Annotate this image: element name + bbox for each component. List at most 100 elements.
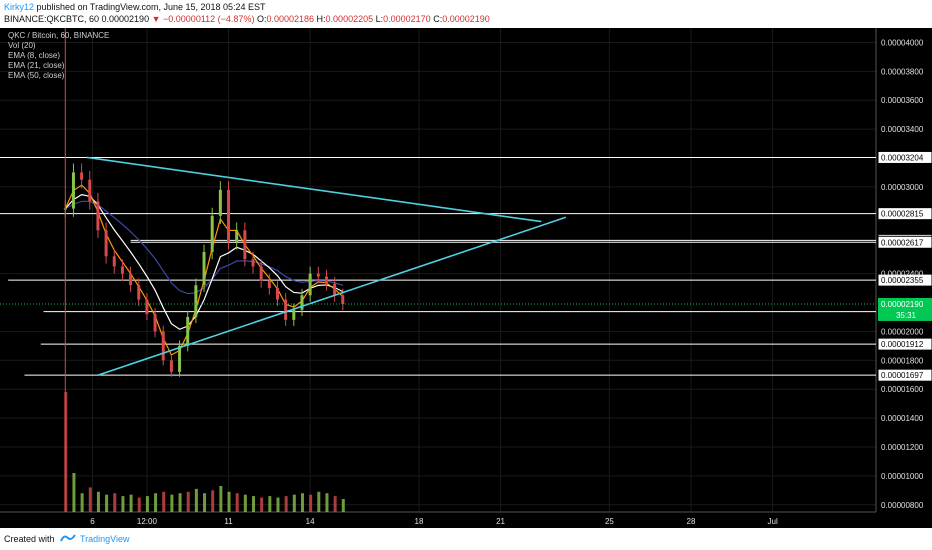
candle-body: [161, 331, 165, 361]
level-label-box: [877, 207, 932, 221]
legend-title: QKC / Bitcoin, 60, BINANCE: [8, 31, 110, 40]
candle-body: [202, 251, 206, 286]
volume-bar: [96, 491, 100, 512]
y-tick-label: 0.00001400: [881, 414, 924, 423]
candle-body: [251, 259, 255, 267]
author-link[interactable]: Kirky12: [4, 2, 35, 12]
ohlc-o-value: 0.00002186: [266, 14, 315, 24]
volume-bar: [105, 494, 109, 512]
tradingview-logo-icon: [60, 534, 76, 542]
y-tick-label: 0.00003000: [881, 183, 924, 192]
candle-body: [341, 295, 345, 304]
candle-body: [284, 299, 288, 320]
ohlc-h-value: 0.00002205: [325, 14, 374, 24]
legend-ema-8: EMA (8, close): [8, 51, 61, 60]
x-tick-label: 11: [224, 517, 233, 526]
volume-bar: [317, 491, 321, 512]
level-label-box: [877, 337, 932, 351]
trendline-lower: [97, 216, 567, 376]
candle-body: [227, 189, 231, 242]
x-tick-label: 14: [306, 517, 315, 526]
ema-21-line: [64, 193, 344, 330]
x-tick-label: Jul: [768, 517, 778, 526]
candle-body: [316, 273, 320, 277]
candle-body: [80, 172, 84, 180]
volume-bar: [252, 496, 256, 512]
volume-bar: [80, 493, 84, 512]
symbol-text: BINANCE:QKCBTC, 60 0.00002190: [4, 14, 150, 24]
trendline-upper: [86, 156, 542, 223]
level-label-box: [877, 150, 932, 164]
level-label-box: [877, 368, 932, 382]
level-label: 0.00002355: [881, 276, 924, 285]
volume-bar: [300, 493, 304, 512]
level-label-box: [877, 273, 932, 287]
volume-bar: [235, 493, 239, 512]
candle-body: [178, 345, 182, 372]
volume-bar: [121, 496, 125, 512]
candle-body: [169, 360, 173, 372]
last-price-label: 0.00002190: [881, 300, 924, 309]
level-label: 0.00001912: [881, 340, 924, 349]
created-with-text: Created with: [4, 534, 55, 544]
x-tick-label: 25: [605, 517, 614, 526]
legend-ema-50: EMA (50, close): [8, 71, 65, 80]
volume-bar: [227, 491, 231, 512]
volume-bar: [129, 494, 133, 512]
chart-background: [0, 28, 932, 528]
y-tick-label: 0.00001600: [881, 385, 924, 394]
volume-bar: [186, 491, 190, 512]
candle-body: [275, 288, 279, 300]
x-tick-label: 21: [496, 517, 505, 526]
volume-bar: [276, 497, 280, 512]
ohlc-c-value: 0.00002190: [442, 14, 490, 24]
last-price-box: [878, 297, 932, 310]
candle-body: [186, 316, 190, 346]
ohlc-l-value: 0.00002170: [383, 14, 431, 24]
x-tick-label: 12:00: [137, 517, 158, 526]
volume-bar: [154, 493, 158, 512]
countdown-label: 35:31: [896, 311, 917, 320]
legend-ema-21: EMA (21, close): [8, 61, 65, 70]
volume-bar: [260, 497, 264, 512]
down-arrow-icon: ▼: [151, 14, 161, 24]
level-label-box: [877, 235, 932, 249]
y-tick-label: 0.00001800: [881, 356, 924, 365]
y-tick-label: 0.00004000: [881, 38, 924, 47]
y-tick-label: 0.00003400: [881, 125, 924, 134]
ohlc-h-label: H:: [316, 14, 326, 24]
candle-body: [324, 276, 328, 284]
volume-bar: [268, 496, 272, 512]
ohlc-c-label: C:: [433, 14, 443, 24]
y-tick-label: 0.00002000: [881, 327, 924, 336]
volume-bar: [341, 498, 345, 512]
volume-bar: [325, 493, 329, 512]
symbol-line: BINANCE:QKCBTC, 60 0.00002190 ▼ −0.00000…: [4, 14, 490, 24]
y-tick-label: 0.00001200: [881, 443, 924, 452]
candle-body: [145, 299, 149, 315]
publish-line: Kirky12 published on TradingView.com, Ju…: [4, 2, 266, 12]
price-chart[interactable]: 0.000032040.000028150.000026300.00002617…: [0, 28, 932, 528]
volume-bar: [72, 472, 76, 512]
footer-bar: Created with TradingView: [0, 528, 932, 550]
countdown-box: [878, 309, 932, 321]
volume-bar: [309, 494, 313, 512]
level-label: 0.00001697: [881, 371, 924, 380]
chart-panel[interactable]: 0.000032040.000028150.000026300.00002617…: [0, 28, 932, 528]
candle-body: [120, 266, 124, 274]
y-tick-label: 0.00002400: [881, 270, 924, 279]
volume-bar: [145, 496, 149, 512]
volume-bar: [211, 490, 215, 512]
candle-body: [112, 256, 116, 267]
candle-body: [235, 230, 239, 242]
volume-bar: [88, 487, 92, 512]
ohlc-l-label: L:: [375, 14, 384, 24]
volume-bar: [333, 496, 337, 512]
tradingview-brand[interactable]: TradingView: [80, 534, 130, 544]
ohlc-o-label: O:: [256, 14, 267, 24]
x-tick-label: 6: [90, 517, 95, 526]
candle-body: [210, 215, 214, 252]
volume-bar: [219, 485, 223, 512]
candle-body: [88, 179, 92, 202]
candle-body: [153, 314, 157, 332]
